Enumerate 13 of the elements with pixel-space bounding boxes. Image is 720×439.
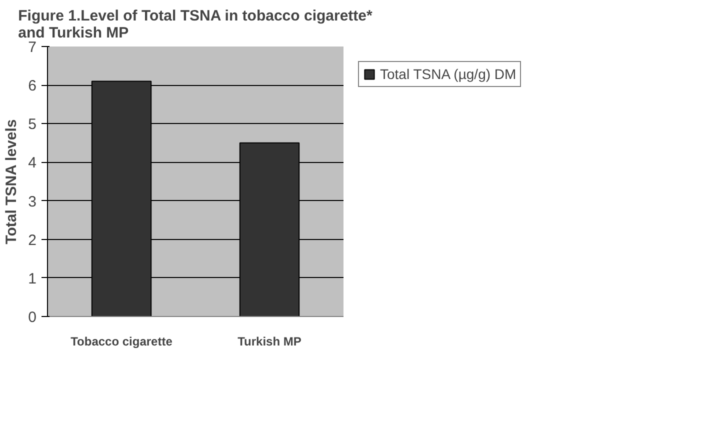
y-tick-label: 6 <box>28 78 36 95</box>
y-tick-label: 7 <box>28 39 36 56</box>
x-tick-label: Turkish MP <box>238 334 302 348</box>
y-tick-label: 3 <box>28 193 36 210</box>
y-tick-label: 4 <box>28 154 36 172</box>
y-tick-label: 2 <box>28 232 36 249</box>
y-tick-label: 1 <box>28 270 36 288</box>
y-axis-title: Total TSNA levels <box>3 119 20 244</box>
legend-label: Total TSNA (µg/g) DM <box>380 66 516 82</box>
y-tick-label: 0 <box>28 309 36 326</box>
y-tick-label: 5 <box>28 116 36 134</box>
chart-title: Figure 1.Level of Total TSNA in tobacco cigarette* and Turkish MP <box>18 8 372 42</box>
x-tick-label: Tobacco cigarette <box>70 334 173 348</box>
